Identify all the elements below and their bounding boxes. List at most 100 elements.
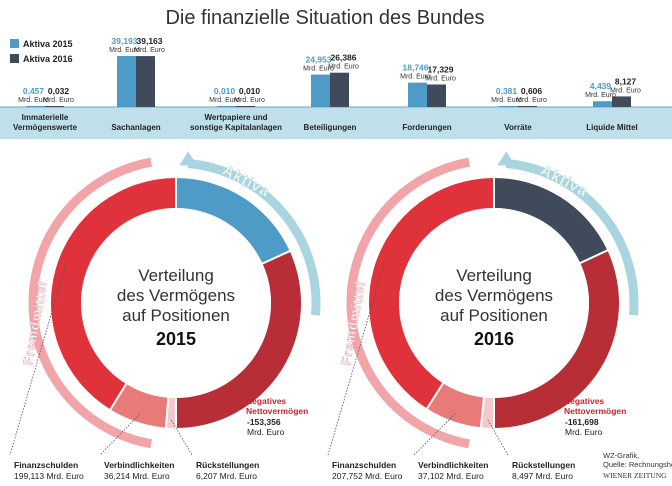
- bar-value-label: 4,439: [590, 81, 612, 91]
- bar-unit-label: Mrd. Euro: [400, 74, 431, 81]
- leader-line: [327, 260, 386, 456]
- bar-unit-label: Mrd. Euro: [585, 92, 616, 99]
- slice-divider: [109, 383, 128, 411]
- legend-swatch-2015: [10, 39, 19, 48]
- slice-divider: [164, 397, 170, 429]
- slice-name-label: Finanzschulden: [332, 460, 396, 470]
- bar-value-label: 24,953: [306, 55, 332, 65]
- slice-verbindlichkeiten: [427, 383, 485, 428]
- bar-value-label: 0,381: [496, 86, 518, 96]
- legend-label-2016: Aktiva 2016: [23, 54, 73, 64]
- slice-name-label: Finanzschulden: [14, 460, 78, 470]
- donut-hole: [81, 208, 271, 398]
- brand-logo: WIENER ZEITUNG: [603, 471, 667, 480]
- bar-value-label: 26,386: [331, 53, 357, 63]
- bar-unit-label: Mrd. Euro: [516, 97, 547, 104]
- category-label: Vermögenswerte: [13, 123, 78, 132]
- slice-name-label: Rückstellungen: [512, 460, 575, 470]
- footer: WZ-Grafik,Quelle: Rechnungshof WIENER ZEI…: [603, 451, 672, 480]
- bar-aktiva-2015-0: [26, 106, 45, 107]
- slice-value-label: 37,102 Mrd. Euro: [418, 471, 484, 481]
- aktiva-arc: [505, 159, 639, 316]
- leader-line: [9, 261, 68, 456]
- bar-value-label: 0,032: [48, 86, 70, 96]
- slice-value-label: 199,113 Mrd. Euro: [14, 471, 84, 481]
- slice-divider: [262, 249, 291, 265]
- negatives-label: Negatives: [564, 396, 604, 406]
- category-label: Vorräte: [504, 123, 532, 132]
- slice-value-label: 207,752 Mrd. Euro: [332, 471, 403, 481]
- bar-value-label: 0,457: [23, 86, 45, 96]
- center-label-line: auf Positionen: [122, 306, 230, 325]
- bar-aktiva-2016-0: [45, 106, 64, 107]
- bar-value-label: 18,746: [403, 63, 429, 73]
- bar-value-label: 0,606: [521, 86, 543, 96]
- slice-finanzschulden: [50, 178, 177, 410]
- legend-swatch-2016: [10, 54, 19, 63]
- center-label-line: Verteilung: [456, 266, 532, 285]
- bar-unit-label: Mrd. Euro: [303, 66, 334, 73]
- bar-aktiva-2016-4: [427, 84, 446, 107]
- bar-aktiva-2016-3: [330, 72, 349, 107]
- bar-unit-label: Mrd. Euro: [491, 97, 522, 104]
- center-year: 2015: [156, 329, 196, 349]
- bar-value-label: 39,163: [137, 36, 163, 46]
- bar-unit-label: Mrd. Euro: [134, 47, 165, 54]
- slice-aktiva: [494, 178, 608, 264]
- bar-unit-label: Mrd. Euro: [234, 97, 265, 104]
- center-label-line: des Vermögens: [435, 286, 553, 305]
- slice-negatives-nettovermoegen: [494, 250, 620, 428]
- slice-negatives-nettovermoegen: [176, 251, 301, 429]
- category-label: Beteiligungen: [304, 123, 357, 132]
- bar-aktiva-2015-4: [408, 82, 427, 107]
- slice-divider: [579, 249, 609, 264]
- category-band: [0, 107, 672, 139]
- slice-value-label: 8,497 Mrd. Euro: [512, 471, 573, 481]
- legend: Aktiva 2015 Aktiva 2016: [10, 39, 73, 64]
- bar-unit-label: Mrd. Euro: [109, 47, 140, 54]
- chart-title: Die finanzielle Situation des Bundes: [165, 7, 484, 29]
- source-line-1: WZ-Grafik,: [603, 451, 639, 460]
- bar-value-label: 39,193: [112, 36, 138, 46]
- negatives-value: -161,698: [565, 417, 599, 427]
- bar-unit-label: Mrd. Euro: [425, 75, 456, 82]
- negatives-value: -153,356: [247, 417, 281, 427]
- bar-aktiva-2015-3: [311, 74, 330, 107]
- negatives-label-2: Nettovermögen: [246, 406, 308, 416]
- bar-aktiva-2015-1: [117, 56, 136, 107]
- leader-line: [487, 419, 509, 456]
- bar-unit-label: Mrd. Euro: [18, 97, 49, 104]
- bar-aktiva-2016-6: [612, 96, 631, 107]
- bar-value-label: 0,010: [214, 86, 236, 96]
- center-label-line: des Vermögens: [117, 286, 235, 305]
- leader-line: [170, 419, 193, 456]
- negatives-label: Negatives: [246, 396, 286, 406]
- bar-aktiva-2015-5: [499, 106, 518, 107]
- aktiva-arrow: [497, 151, 516, 166]
- bar-aktiva-2016-2: [236, 106, 255, 107]
- bar-value-label: 0,010: [239, 86, 261, 96]
- slice-value-label: 6,207 Mrd. Euro: [196, 471, 257, 481]
- bar-unit-label: Mrd. Euro: [43, 97, 74, 104]
- center-year: 2016: [474, 329, 514, 349]
- bar-value-label: 8,127: [615, 76, 637, 86]
- slice-value-label: 36,214 Mrd. Euro: [104, 471, 170, 481]
- aktiva-arc: [187, 159, 321, 316]
- fremdmittel-arc: [28, 157, 152, 449]
- leader-line: [99, 413, 140, 456]
- donut-hole: [399, 208, 589, 398]
- category-label: sonstige Kapitalanlagen: [190, 123, 282, 132]
- center-label-line: Verteilung: [138, 266, 214, 285]
- bar-aktiva-2015-6: [593, 101, 612, 107]
- slice-divider: [479, 397, 486, 428]
- leader-line: [413, 413, 456, 456]
- category-label: Wertpapiere und: [205, 113, 268, 122]
- negatives-unit: Mrd. Euro: [247, 427, 285, 437]
- slice-name-label: Verbindlichkeiten: [418, 460, 488, 470]
- slice-divider: [425, 382, 444, 410]
- bar-aktiva-2015-2: [217, 106, 236, 107]
